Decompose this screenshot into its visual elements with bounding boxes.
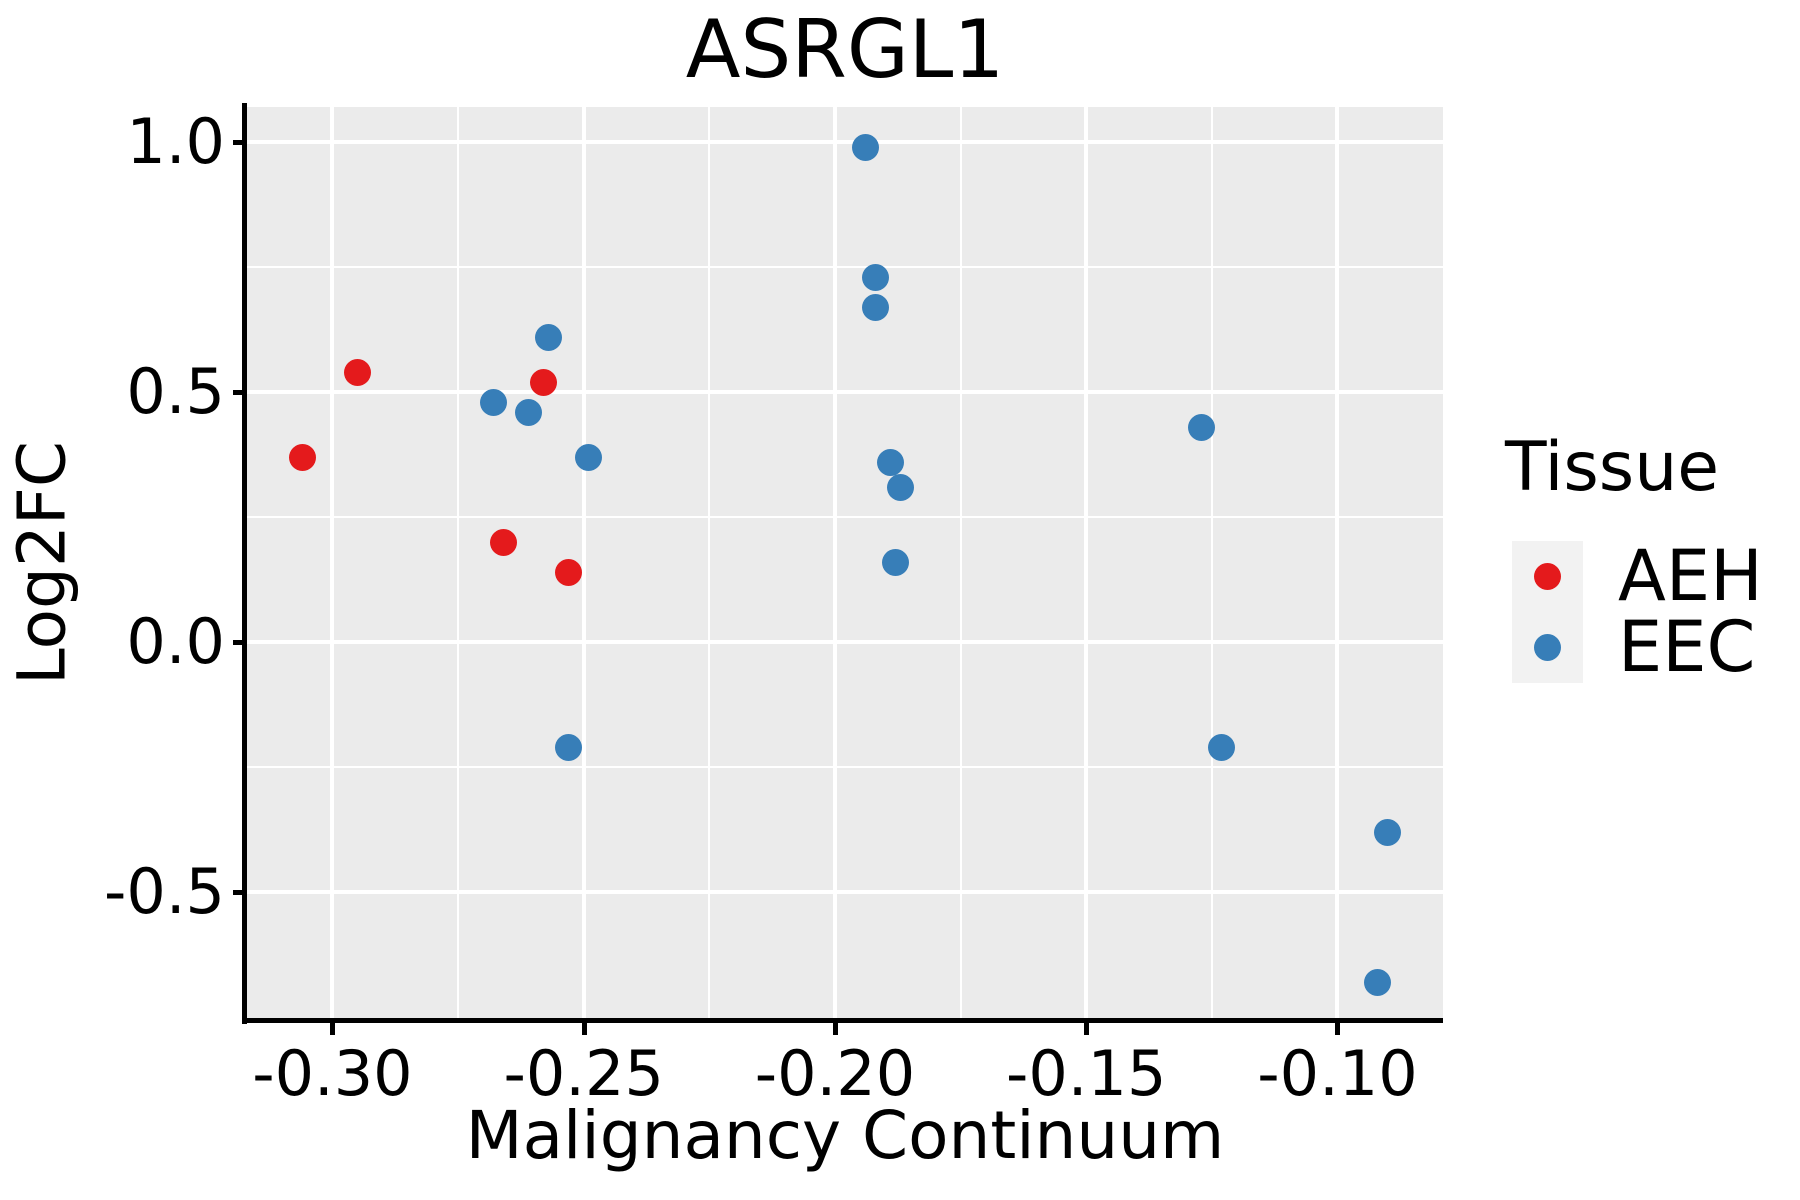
x-tick-label: -0.20 — [754, 1037, 916, 1110]
gridline-y-major — [247, 890, 1443, 894]
data-point-eec — [479, 388, 507, 416]
legend-dot-aeh-icon — [1534, 563, 1561, 590]
x-axis-line — [242, 1018, 1443, 1023]
gridline-x-major — [1335, 107, 1340, 1020]
gridline-x-minor — [959, 107, 962, 1020]
x-tick — [1335, 1022, 1341, 1035]
x-tick — [330, 1022, 336, 1035]
data-point-aeh — [489, 528, 517, 556]
gridline-x-major — [1084, 107, 1089, 1020]
data-point-aeh — [555, 558, 583, 586]
x-axis-title: Malignancy Continuum — [465, 1097, 1225, 1174]
data-point-eec — [851, 133, 879, 161]
legend-label-eec: EEC — [1618, 606, 1756, 688]
y-tick — [233, 390, 246, 395]
gridline-x-major — [330, 107, 335, 1020]
y-tick-label: -0.5 — [104, 855, 225, 928]
y-tick — [233, 140, 246, 145]
data-point-eec — [575, 443, 603, 471]
data-point-eec — [1374, 818, 1402, 846]
data-point-aeh — [288, 443, 316, 471]
x-tick-label: -0.25 — [503, 1037, 664, 1110]
data-point-eec — [881, 548, 909, 576]
x-tick — [1084, 1022, 1090, 1035]
gridline-y-major — [247, 640, 1443, 644]
x-tick-label: -0.10 — [1257, 1037, 1418, 1110]
data-point-aeh — [529, 368, 557, 396]
y-axis-title: Log2FC — [3, 441, 81, 685]
data-point-eec — [1188, 413, 1216, 441]
x-tick — [832, 1022, 838, 1035]
gridline-x-minor — [1210, 107, 1213, 1020]
chart-title: ASRGL1 — [685, 3, 1005, 96]
data-point-eec — [1208, 733, 1236, 761]
data-point-aeh — [344, 358, 372, 386]
legend-key-aeh — [1512, 541, 1583, 612]
y-tick-label: 0.0 — [126, 605, 225, 678]
legend-label-aeh: AEH — [1618, 535, 1763, 617]
legend-title: Tissue — [1505, 428, 1720, 507]
gridline-y-minor — [247, 516, 1443, 518]
gridline-y-minor — [247, 266, 1443, 268]
x-tick-label: -0.15 — [1005, 1037, 1167, 1110]
y-tick-label: 0.5 — [126, 355, 225, 428]
plot-panel — [247, 107, 1443, 1020]
x-tick-label: -0.30 — [252, 1037, 413, 1110]
data-point-eec — [535, 323, 562, 351]
gridline-y-major — [247, 140, 1443, 144]
y-axis-line — [242, 103, 247, 1024]
data-point-eec — [861, 293, 889, 321]
data-point-eec — [514, 398, 542, 426]
y-tick-label: 1.0 — [126, 105, 225, 178]
x-tick — [581, 1022, 587, 1035]
gridline-y-major — [247, 390, 1443, 394]
legend-dot-eec-icon — [1534, 634, 1561, 661]
data-point-eec — [876, 448, 904, 476]
gridline-x-major — [581, 107, 586, 1020]
gridline-x-minor — [708, 107, 711, 1020]
gridline-x-minor — [457, 107, 460, 1020]
data-point-eec — [861, 263, 889, 291]
data-point-eec — [555, 733, 583, 761]
y-tick — [233, 640, 246, 645]
data-point-eec — [886, 473, 914, 501]
legend-key-eec — [1512, 612, 1583, 683]
data-point-eec — [1364, 968, 1392, 996]
y-tick — [233, 890, 246, 895]
gridline-y-minor — [247, 766, 1443, 768]
gridline-x-major — [832, 107, 837, 1020]
